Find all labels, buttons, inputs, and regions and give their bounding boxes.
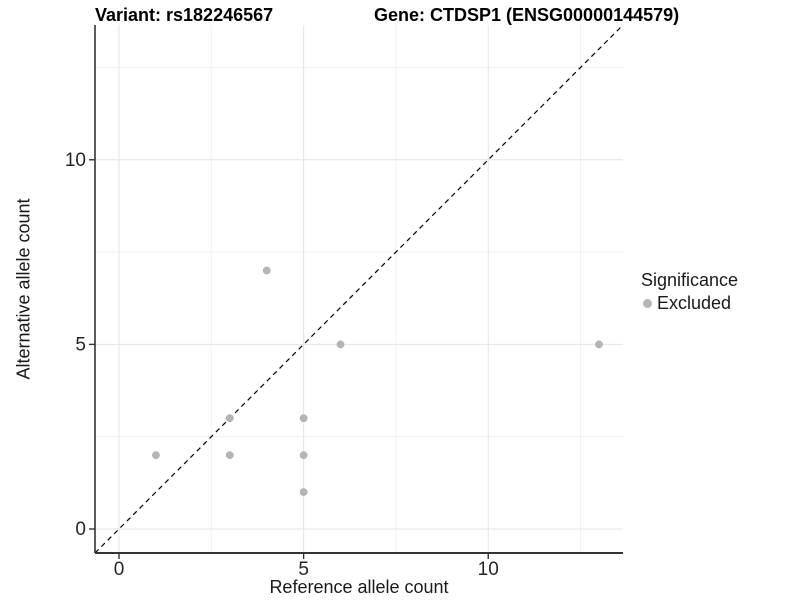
identity-line	[94, 24, 624, 554]
data-point	[299, 414, 308, 423]
y-axis-title: Alternative allele count	[13, 198, 34, 380]
data-point	[152, 451, 160, 460]
data-point	[225, 414, 234, 423]
x-axis-title: Reference allele count	[269, 577, 449, 597]
legend-entry-excluded: Excluded	[641, 293, 738, 314]
x-tick-label: 0	[114, 559, 125, 580]
data-point	[225, 451, 234, 460]
data-point	[262, 266, 271, 275]
x-tick-label: 5	[298, 559, 309, 580]
x-tick-label: 10	[478, 559, 499, 580]
gene-title: Gene: CTDSP1 (ENSG00000144579)	[374, 5, 680, 25]
data-point	[299, 488, 308, 496]
legend-entry-label: Excluded	[657, 293, 732, 313]
variant-title: Variant: rs182246567	[95, 5, 274, 25]
data-point	[595, 340, 603, 349]
data-point	[336, 340, 345, 349]
y-tick-label: 5	[75, 334, 86, 355]
legend-title: Significance	[641, 270, 739, 290]
legend: Significance Excluded	[641, 270, 738, 314]
y-tick-label: 0	[75, 519, 86, 540]
data-point	[299, 451, 308, 460]
y-tick-label: 10	[65, 150, 86, 171]
excluded-point-icon	[643, 299, 652, 308]
